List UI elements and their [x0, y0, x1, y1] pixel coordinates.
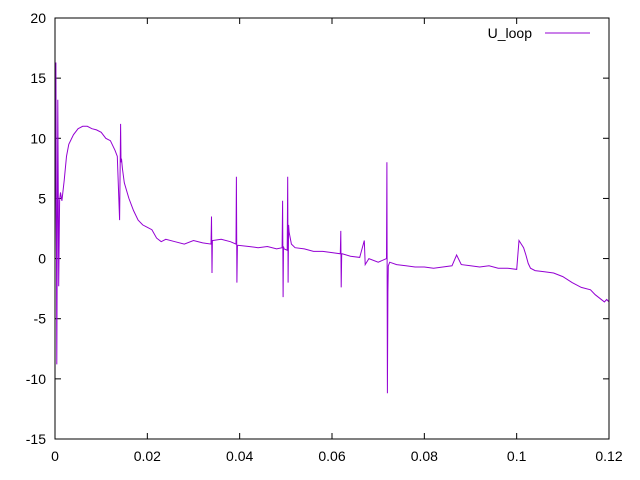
- legend: U_loop: [488, 25, 590, 41]
- x-tick-label: 0.08: [411, 448, 438, 464]
- plot-border: [54, 17, 610, 440]
- legend-label-u-loop: U_loop: [488, 25, 533, 41]
- series-line-u-loop: [54, 62, 610, 394]
- y-tick-label: 10: [30, 130, 46, 146]
- x-tick-label: 0.04: [226, 448, 253, 464]
- y-tick-label: 15: [30, 70, 46, 86]
- x-axis-tick-labels: 0 0.02 0.04 0.06 0.08 0.1 0.12: [51, 448, 623, 464]
- x-tick-label: 0.06: [318, 448, 345, 464]
- x-tick-label: 0.02: [134, 448, 161, 464]
- x-tick-label: 0.12: [595, 448, 622, 464]
- y-tick-label: -15: [26, 431, 46, 447]
- y-tick-label: 5: [38, 190, 46, 206]
- x-tick-label: 0.1: [507, 448, 527, 464]
- y-axis-tick-labels: -15 -10 -5 0 5 10 15 20: [26, 10, 46, 447]
- y-tick-label: 20: [30, 10, 46, 26]
- x-tick-label: 0: [51, 448, 59, 464]
- y-tick-label: -10: [26, 371, 46, 387]
- y-tick-label: -5: [34, 311, 47, 327]
- y-tick-label: 0: [38, 251, 46, 267]
